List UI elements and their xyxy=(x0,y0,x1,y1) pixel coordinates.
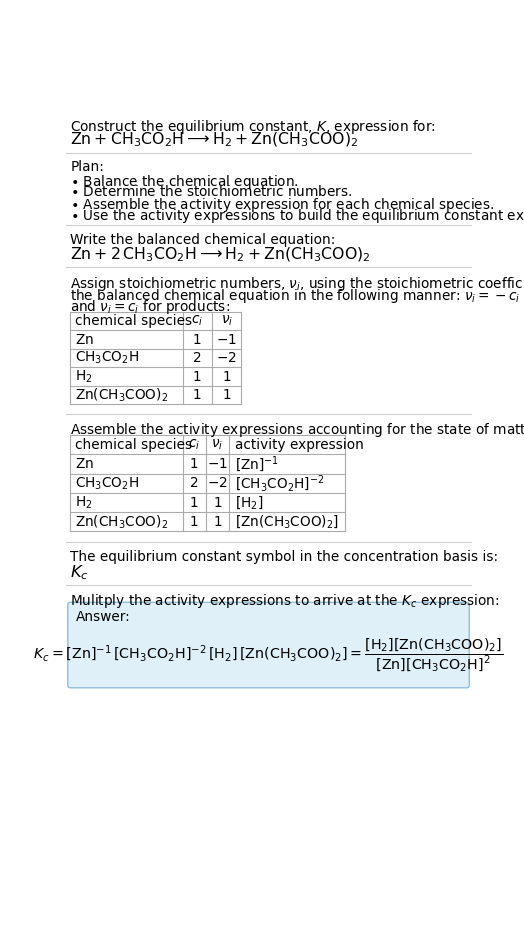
Text: $\mathrm{Zn}$: $\mathrm{Zn}$ xyxy=(75,457,94,471)
Text: $\nu_i$: $\nu_i$ xyxy=(221,314,233,328)
Text: $[\mathrm{H_2}]$: $[\mathrm{H_2}]$ xyxy=(235,495,264,511)
Text: and $\nu_i = c_i$ for products:: and $\nu_i = c_i$ for products: xyxy=(70,299,230,316)
Text: 1: 1 xyxy=(190,457,199,471)
FancyBboxPatch shape xyxy=(68,602,470,688)
Text: chemical species: chemical species xyxy=(75,437,192,452)
Text: The equilibrium constant symbol in the concentration basis is:: The equilibrium constant symbol in the c… xyxy=(70,550,498,564)
Text: $-1$: $-1$ xyxy=(216,333,237,347)
Text: $K_c = [\mathrm{Zn}]^{-1}\,[\mathrm{CH_3CO_2H}]^{-2}\,[\mathrm{H_2}]\,[\mathrm{Z: $K_c = [\mathrm{Zn}]^{-1}\,[\mathrm{CH_3… xyxy=(34,636,504,673)
Text: $\mathrm{H_2}$: $\mathrm{H_2}$ xyxy=(75,368,92,385)
Text: Plan:: Plan: xyxy=(70,161,104,174)
Text: $\mathrm{H_2}$: $\mathrm{H_2}$ xyxy=(75,495,92,511)
Text: 1: 1 xyxy=(190,495,199,510)
Text: $1$: $1$ xyxy=(222,370,232,383)
Text: 1: 1 xyxy=(190,514,199,529)
Text: $\mathrm{Zn}$: $\mathrm{Zn}$ xyxy=(75,333,94,347)
Text: $\mathrm{CH_3CO_2H}$: $\mathrm{CH_3CO_2H}$ xyxy=(75,350,139,366)
Text: the balanced chemical equation in the following manner: $\nu_i = -c_i$ for react: the balanced chemical equation in the fo… xyxy=(70,286,524,304)
Text: $K_c$: $K_c$ xyxy=(70,563,89,582)
Text: $\bullet$ Balance the chemical equation.: $\bullet$ Balance the chemical equation. xyxy=(70,173,299,190)
Text: $\nu_i$: $\nu_i$ xyxy=(211,437,224,452)
Text: Answer:: Answer: xyxy=(77,610,131,624)
Text: $c_i$: $c_i$ xyxy=(191,314,203,328)
Text: $\mathrm{CH_3CO_2H}$: $\mathrm{CH_3CO_2H}$ xyxy=(75,476,139,492)
Text: Assign stoichiometric numbers, $\nu_i$, using the stoichiometric coefficients, $: Assign stoichiometric numbers, $\nu_i$, … xyxy=(70,275,524,293)
Text: $1$: $1$ xyxy=(213,495,222,510)
Text: activity expression: activity expression xyxy=(235,437,364,452)
Text: $\bullet$ Use the activity expressions to build the equilibrium constant express: $\bullet$ Use the activity expressions t… xyxy=(70,207,524,225)
Text: $\mathrm{Zn + CH_3CO_2H \longrightarrow H_2 + Zn(CH_3COO)_2}$: $\mathrm{Zn + CH_3CO_2H \longrightarrow … xyxy=(70,131,358,149)
Text: $-2$: $-2$ xyxy=(216,351,237,365)
Text: Construct the equilibrium constant, $K$, expression for:: Construct the equilibrium constant, $K$,… xyxy=(70,118,436,136)
Text: chemical species: chemical species xyxy=(75,314,192,328)
Text: $\mathrm{Zn + 2\,CH_3CO_2H \longrightarrow H_2 + Zn(CH_3COO)_2}$: $\mathrm{Zn + 2\,CH_3CO_2H \longrightarr… xyxy=(70,245,371,264)
Text: $1$: $1$ xyxy=(213,514,222,529)
Text: $1$: $1$ xyxy=(222,388,232,402)
Text: $-2$: $-2$ xyxy=(207,476,228,491)
Text: 1: 1 xyxy=(193,370,202,383)
Text: $-1$: $-1$ xyxy=(207,457,228,471)
Text: Write the balanced chemical equation:: Write the balanced chemical equation: xyxy=(70,233,335,246)
Text: $[\mathrm{Zn(CH_3COO)_2}]$: $[\mathrm{Zn(CH_3COO)_2}]$ xyxy=(235,514,339,531)
Text: $\bullet$ Assemble the activity expression for each chemical species.: $\bullet$ Assemble the activity expressi… xyxy=(70,196,495,214)
Text: Assemble the activity expressions accounting for the state of matter and $\nu_i$: Assemble the activity expressions accoun… xyxy=(70,421,524,439)
Text: $\mathrm{Zn(CH_3COO)_2}$: $\mathrm{Zn(CH_3COO)_2}$ xyxy=(75,386,168,404)
Text: 2: 2 xyxy=(193,351,202,365)
Text: $[\mathrm{CH_3CO_2H}]^{-2}$: $[\mathrm{CH_3CO_2H}]^{-2}$ xyxy=(235,474,324,494)
Text: $\bullet$ Determine the stoichiometric numbers.: $\bullet$ Determine the stoichiometric n… xyxy=(70,184,353,199)
Text: $[\mathrm{Zn}]^{-1}$: $[\mathrm{Zn}]^{-1}$ xyxy=(235,455,279,474)
Text: 2: 2 xyxy=(190,476,199,491)
Text: $\mathrm{Zn(CH_3COO)_2}$: $\mathrm{Zn(CH_3COO)_2}$ xyxy=(75,514,168,531)
Text: Mulitply the activity expressions to arrive at the $K_c$ expression:: Mulitply the activity expressions to arr… xyxy=(70,592,500,611)
Text: $c_i$: $c_i$ xyxy=(188,437,200,452)
Text: 1: 1 xyxy=(193,388,202,402)
Text: 1: 1 xyxy=(193,333,202,347)
